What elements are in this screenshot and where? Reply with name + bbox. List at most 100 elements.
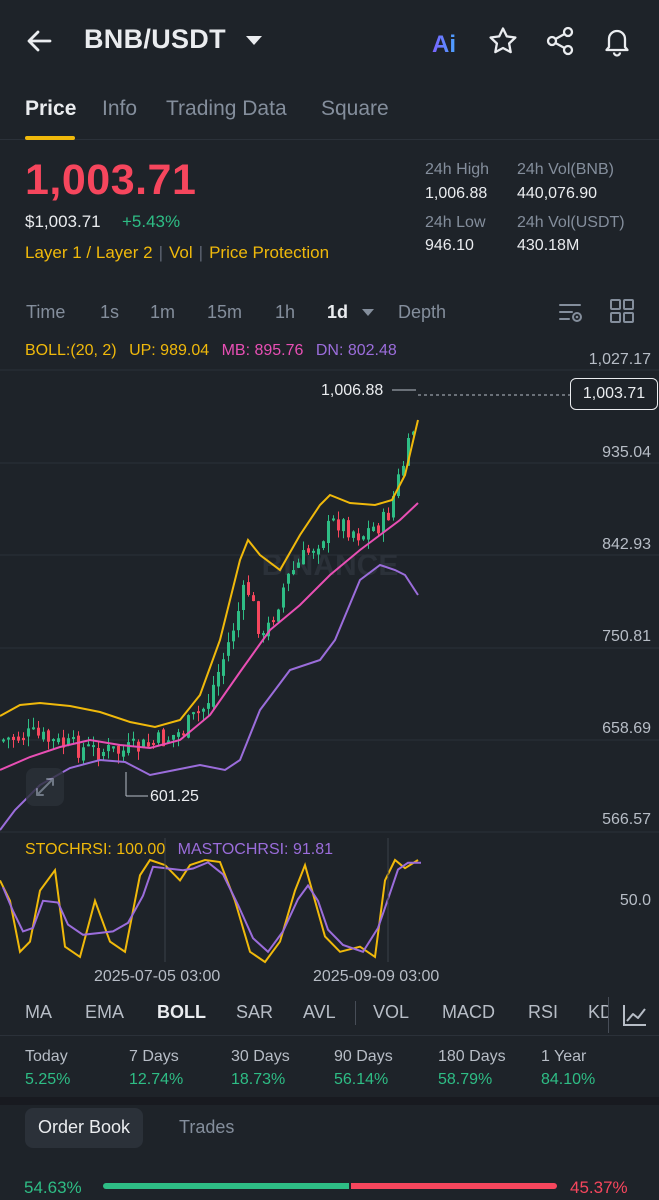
indicator-rsi[interactable]: RSI [528,1002,559,1022]
candle [342,519,345,532]
boll-params: BOLL:(20, 2) [25,342,117,359]
bell-icon[interactable] [601,25,633,57]
vol-bnb-label: 24h Vol(BNB) [517,161,614,178]
boll-mb: MB: 895.76 [221,342,304,359]
tag-vol[interactable]: Vol [169,243,193,262]
x-tick-2: 2025-09-09 03:00 [313,968,440,985]
candles [2,430,415,767]
indicator-ema[interactable]: EMA [85,1002,125,1022]
candle [87,744,90,747]
candle [412,431,415,435]
candle [322,541,325,548]
candle [177,732,180,737]
pair-dropdown-caret-icon[interactable] [246,36,262,45]
share-icon[interactable] [544,25,576,57]
indicator-edit-button[interactable] [608,997,659,1033]
pair-title[interactable]: BNB/USDT [84,24,226,54]
ai-icon[interactable]: Ai [430,25,462,58]
back-arrow-icon[interactable] [24,25,56,57]
candle [47,730,50,742]
section-divider [0,1097,659,1105]
candle [212,684,215,707]
header: BNB/USDT Ai [0,0,659,84]
candle [57,738,60,743]
buy-ratio-bar [103,1183,349,1189]
candle [217,671,220,687]
candle [192,712,195,715]
perf-value-30d: 18.73% [231,1071,286,1088]
low-value: 946.10 [425,237,474,254]
boll-dn-line [0,563,419,831]
timeframe-depth[interactable]: Depth [398,302,447,322]
indicator-sar[interactable]: SAR [236,1002,274,1022]
star-icon[interactable] [487,25,519,57]
mastochrsi-line [2,861,421,954]
candle [102,751,105,757]
timeframe-more-caret-icon[interactable] [362,309,374,316]
indicator-divider [355,1001,356,1025]
candle [292,570,295,575]
indicator-bar-divider [0,1035,659,1036]
candle [172,734,175,740]
candle [27,728,30,737]
tag-layer[interactable]: Layer 1 / Layer 2 [25,243,153,262]
tab-price[interactable]: Price [25,97,77,120]
perf-label-7d: 7 Days [129,1048,179,1065]
indicator-boll[interactable]: BOLL [157,1002,206,1022]
timeframe-time[interactable]: Time [26,302,66,322]
indicator-vol[interactable]: VOL [373,1002,410,1022]
tag-price-protection[interactable]: Price Protection [209,243,330,262]
tab-info[interactable]: Info [102,97,138,120]
candle [77,735,80,758]
sell-ratio-bar [351,1183,557,1189]
tab-trading-data[interactable]: Trading Data [166,97,287,120]
candle [242,584,245,611]
layout-grid-icon[interactable] [609,298,635,324]
watermark: BINANCE [262,549,399,582]
timeframe-1s[interactable]: 1s [100,302,120,322]
tab-trades[interactable]: Trades [179,1117,235,1137]
perf-label-90d: 90 Days [334,1048,393,1065]
indicator-avl[interactable]: AVL [303,1002,336,1022]
candle [182,733,185,736]
timeframe-15m[interactable]: 15m [207,302,243,322]
candle [222,659,225,676]
candle [97,747,100,760]
indicator-ma[interactable]: MA [25,1002,52,1022]
vol-usdt-value: 430.18M [517,237,580,254]
vol-bnb-value: 440,076.90 [517,185,598,202]
timeframe-1m[interactable]: 1m [150,302,176,322]
candle [252,595,255,602]
y-tick-5: 658.69 [602,720,651,737]
candlestick-chart[interactable]: BINANCE [0,340,659,990]
y-tick-2: 935.04 [602,444,651,461]
indicator-macd[interactable]: MACD [442,1002,495,1022]
candle [162,729,165,747]
candle [347,520,350,538]
candle [152,742,155,745]
candle [22,737,25,741]
chart-settings-icon[interactable] [557,298,585,326]
candle [127,742,130,753]
candle [202,708,205,712]
expand-chart-icon[interactable] [26,768,64,806]
y-tick-3: 842.93 [602,536,651,553]
low-marker-label: 601.25 [150,788,199,805]
timeframe-1d[interactable]: 1d [327,302,349,322]
candle [397,474,400,497]
vol-usdt-label: 24h Vol(USDT) [517,214,625,231]
candle [302,550,305,565]
candle [37,727,40,736]
candle [257,601,260,634]
stochrsi-legend: STOCHRSI: 100.00 MASTOCHRSI: 91.81 [25,841,333,859]
tab-square[interactable]: Square [321,97,389,120]
candle [382,511,385,533]
candle [142,739,145,748]
indicator-chart-icon [623,1005,646,1026]
timeframe-1h[interactable]: 1h [275,302,296,322]
y-tick-6: 566.57 [602,811,651,828]
tab-order-book[interactable]: Order Book [25,1108,144,1148]
high-marker-label: 1,006.88 [321,382,384,399]
candle [402,465,405,476]
indicator-kd[interactable]: KD [588,1002,608,1022]
